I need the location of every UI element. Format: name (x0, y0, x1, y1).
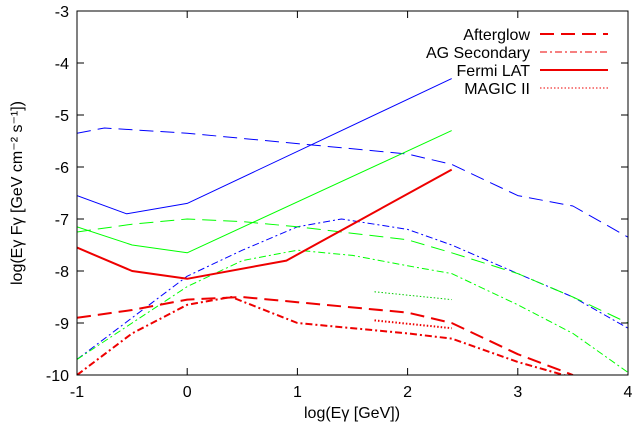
x-tick-label: 3 (513, 384, 522, 401)
legend-entry-afterglow: Afterglow (463, 27, 608, 44)
legend-label-magic-ii: MAGIC II (464, 81, 530, 98)
x-axis-label: log(Eγ [GeV]) (304, 405, 400, 422)
series-line-10 (374, 319, 452, 330)
series-line-1 (77, 127, 628, 238)
y-axis-label: log(Eγ Fγ [GeV cm⁻² s⁻¹]) (9, 101, 26, 285)
series-line-8 (77, 296, 574, 375)
plot-frame (76, 10, 629, 376)
y-tick-label: -4 (55, 56, 69, 73)
y-tick-label: -7 (55, 212, 69, 229)
series-line-3 (77, 130, 452, 254)
y-tick-label: -9 (55, 316, 69, 333)
axis-ticks: -1 0 1 2 3 4-10-9-8-7-6-5-4-3 (46, 4, 633, 401)
x-tick-label: 0 (183, 384, 192, 401)
x-tick-label: 4 (624, 384, 633, 401)
legend-label-fermi-lat: Fermi LAT (457, 63, 531, 80)
series-line-4 (77, 218, 628, 324)
x-tick-label: 2 (403, 384, 412, 401)
y-tick-label: -3 (55, 4, 69, 21)
y-tick-label: -10 (46, 368, 69, 385)
legend-entry-magic-ii: MAGIC II (464, 81, 608, 98)
x-tick-label: -1 (70, 384, 84, 401)
y-tick-label: -8 (55, 264, 69, 281)
y-tick-label: -6 (55, 160, 69, 177)
legend-entry-fermi-lat: Fermi LAT (457, 63, 608, 80)
series-line-2 (77, 218, 628, 360)
legend-label-ag-secondary: AG Secondary (426, 45, 530, 62)
series-layer (77, 78, 628, 375)
legend-label-afterglow: Afterglow (463, 27, 530, 44)
legend-entry-ag-secondary: AG Secondary (426, 45, 608, 62)
series-line-0 (77, 78, 452, 215)
series-line-5 (77, 249, 628, 373)
series-line-9 (77, 296, 568, 375)
x-tick-label: 1 (293, 384, 302, 401)
series-line-6 (374, 291, 452, 301)
series-line-7 (77, 168, 453, 280)
legend: Afterglow AG Secondary Fermi LAT MAGIC I… (426, 27, 608, 98)
y-tick-label: -5 (55, 108, 69, 125)
